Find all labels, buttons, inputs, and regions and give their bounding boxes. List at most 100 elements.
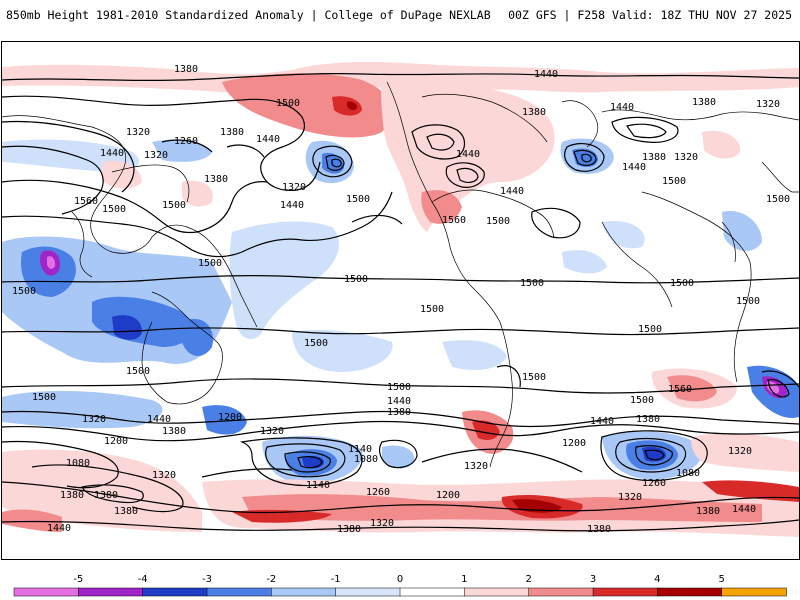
contour-label: 1440 bbox=[280, 200, 304, 211]
colorbar-label: 3 bbox=[590, 574, 596, 585]
contour-label: 1440 bbox=[387, 396, 411, 407]
contour-label: 1500 bbox=[766, 194, 790, 205]
contour-label: 1440 bbox=[610, 102, 634, 113]
contour-label: 1320 bbox=[144, 150, 168, 161]
contour-label: 1560 bbox=[74, 196, 98, 207]
colorbar-swatch bbox=[78, 587, 144, 597]
anomaly-map: 1380 1440 1500 1380 1320 1260 1440 1320 … bbox=[2, 62, 799, 537]
contour-label: 1440 bbox=[47, 523, 71, 534]
contour-label: 1380 bbox=[522, 107, 546, 118]
colorbar-swatch bbox=[142, 587, 208, 597]
contour-label: 1500 bbox=[162, 200, 186, 211]
contour-label: 1500 bbox=[344, 274, 368, 285]
contour-label: 1440 bbox=[147, 414, 171, 425]
contour-label: 1200 bbox=[436, 490, 460, 501]
contour-label: 1500 bbox=[486, 216, 510, 227]
contour-label: 1560 bbox=[668, 384, 692, 395]
contour-label: 1320 bbox=[674, 152, 698, 163]
colorbar-swatch bbox=[399, 587, 466, 597]
contour-label: 1080 bbox=[676, 468, 700, 479]
colorbar-label: 5 bbox=[718, 574, 724, 585]
colorbar-swatch bbox=[464, 587, 530, 597]
model-run-valid-time: 00Z GFS | F258 Valid: 18Z THU NOV 27 202… bbox=[508, 8, 792, 22]
colorbar-label: -4 bbox=[138, 574, 148, 585]
contour-label: 1320 bbox=[618, 492, 642, 503]
contour-label: 1440 bbox=[500, 186, 524, 197]
contour-label: 1140 bbox=[348, 444, 372, 455]
height-contours bbox=[2, 72, 799, 532]
colorbar-label: -1 bbox=[331, 574, 341, 585]
contour-label: 1320 bbox=[728, 446, 752, 457]
map-header: 850mb Height 1981-2010 Standardized Anom… bbox=[0, 0, 800, 40]
contour-label: 1500 bbox=[12, 286, 36, 297]
contour-label: 1500 bbox=[126, 366, 150, 377]
positive-anomaly-shading bbox=[2, 62, 799, 537]
colorbar-label: -2 bbox=[266, 574, 276, 585]
contour-label: 1500 bbox=[630, 395, 654, 406]
contour-label: 1260 bbox=[366, 487, 390, 498]
coastlines bbox=[2, 81, 799, 468]
contour-label: 1260 bbox=[174, 136, 198, 147]
contour-label: 1500 bbox=[387, 382, 411, 393]
contour-label: 1440 bbox=[590, 416, 614, 427]
colorbar-label: 0 bbox=[397, 574, 403, 585]
contour-label: 1380 bbox=[174, 64, 198, 75]
map-panel: 1380 1440 1500 1380 1320 1260 1440 1320 … bbox=[1, 41, 800, 560]
contour-label: 1500 bbox=[102, 204, 126, 215]
colorbar-label: -5 bbox=[73, 574, 83, 585]
contour-label: 1500 bbox=[736, 296, 760, 307]
contour-label: 1380 bbox=[587, 524, 611, 535]
contour-label: 1500 bbox=[32, 392, 56, 403]
colorbar-label: 2 bbox=[525, 574, 531, 585]
contour-label: 1320 bbox=[756, 99, 780, 110]
colorbar-label: 4 bbox=[654, 574, 660, 585]
contour-label: 1440 bbox=[534, 69, 558, 80]
contour-label: 1080 bbox=[66, 458, 90, 469]
contour-label: 1560 bbox=[442, 215, 466, 226]
contour-label: 1140 bbox=[306, 480, 330, 491]
contour-label: 1380 bbox=[337, 524, 361, 535]
contour-label: 1080 bbox=[354, 454, 378, 465]
contour-label: 1440 bbox=[622, 162, 646, 173]
contour-label: 1200 bbox=[562, 438, 586, 449]
contour-label: 1440 bbox=[732, 504, 756, 515]
colorbar-swatch bbox=[206, 587, 273, 597]
contour-label: 1440 bbox=[100, 148, 124, 159]
contour-label: 1320 bbox=[126, 127, 150, 138]
contour-label: 1320 bbox=[260, 426, 284, 437]
colorbar-swatch bbox=[335, 587, 401, 597]
colorbar-swatch bbox=[592, 587, 659, 597]
contour-labels: 1380 1440 1500 1380 1320 1260 1440 1320 … bbox=[12, 64, 790, 535]
contour-label: 1200 bbox=[104, 436, 128, 447]
colorbar-label: 1 bbox=[461, 574, 467, 585]
contour-label: 1260 bbox=[642, 478, 666, 489]
contour-label: 1380 bbox=[204, 174, 228, 185]
contour-label: 1500 bbox=[346, 194, 370, 205]
contour-label: 1500 bbox=[420, 304, 444, 315]
contour-label: 1500 bbox=[304, 338, 328, 349]
colorbar-swatch bbox=[13, 587, 80, 597]
map-title: 850mb Height 1981-2010 Standardized Anom… bbox=[6, 8, 491, 22]
contour-label: 1380 bbox=[642, 152, 666, 163]
contour-label: 1320 bbox=[282, 182, 306, 193]
colorbar-swatch bbox=[528, 587, 594, 597]
anomaly-colorbar: -5 -4 -3 -2 -1 0 1 2 3 4 5 bbox=[13, 574, 787, 597]
colorbar-swatch bbox=[657, 587, 723, 597]
contour-label: 1500 bbox=[522, 372, 546, 383]
contour-label: 1500 bbox=[662, 176, 686, 187]
contour-label: 1380 bbox=[387, 407, 411, 418]
contour-label: 1440 bbox=[256, 134, 280, 145]
colorbar-label: -3 bbox=[202, 574, 212, 585]
contour-label: 1500 bbox=[638, 324, 662, 335]
contour-label: 1380 bbox=[94, 490, 118, 501]
contour-label: 1380 bbox=[114, 506, 138, 517]
contour-label: 1380 bbox=[636, 414, 660, 425]
contour-label: 1380 bbox=[60, 490, 84, 501]
contour-label: 1200 bbox=[218, 412, 242, 423]
contour-label: 1380 bbox=[696, 506, 720, 517]
colorbar-swatch bbox=[721, 587, 787, 597]
negative-anomaly-shading bbox=[2, 138, 799, 484]
contour-label: 1320 bbox=[152, 470, 176, 481]
contour-label: 1380 bbox=[220, 127, 244, 138]
colorbar-swatch bbox=[271, 587, 337, 597]
